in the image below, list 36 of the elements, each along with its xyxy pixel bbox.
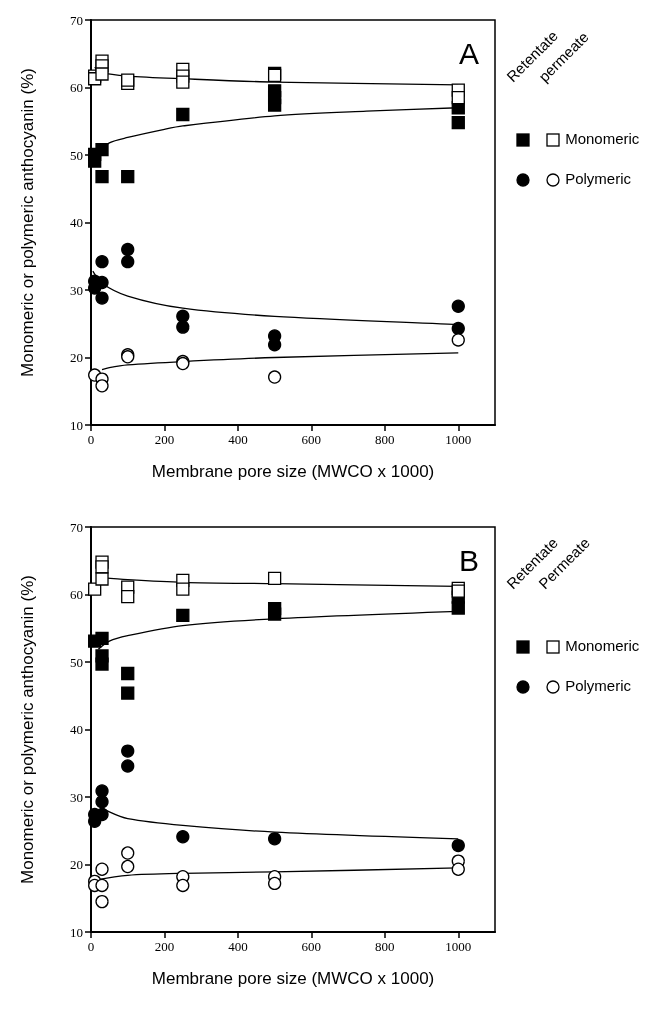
x-tick-label: 600 xyxy=(301,939,322,954)
x-tick-label: 800 xyxy=(375,432,395,447)
y-tick-label: 10 xyxy=(70,924,83,940)
x-tick-label: 200 xyxy=(154,939,175,954)
x-tick-label: 0 xyxy=(87,432,95,447)
annotation: A xyxy=(458,36,480,70)
x-tick-label: 400 xyxy=(228,432,248,447)
y-tick-label: 20 xyxy=(70,350,83,365)
x-axis-title: Membrane pore size (MWCO x 1000) xyxy=(151,969,435,988)
y-tick-label: 60 xyxy=(70,587,83,602)
y-tick-label: 40 xyxy=(70,722,83,737)
x-tick-label: 1000 xyxy=(445,939,472,954)
y-axis-title: Monomeric or polymeric anthocyanin (%) xyxy=(18,68,37,377)
text: Monomeric xyxy=(565,130,640,147)
x-tick-label: 0 xyxy=(87,939,95,954)
text: Polymeric xyxy=(565,677,632,694)
x-tick-label: 600 xyxy=(301,432,322,447)
y-tick-label: 70 xyxy=(70,12,83,28)
y-tick-label: 60 xyxy=(70,80,83,95)
y-tick-label: 10 xyxy=(70,417,83,433)
y-tick-label: 50 xyxy=(70,147,83,163)
x-axis-title: Membrane pore size (MWCO x 1000) xyxy=(151,462,435,481)
x-tick-label: 200 xyxy=(154,432,175,447)
x-tick-label: 800 xyxy=(375,939,395,954)
y-tick-label: 50 xyxy=(70,654,83,670)
y-tick-label: 30 xyxy=(70,789,83,805)
y-tick-label: 20 xyxy=(70,857,83,872)
text: Monomeric xyxy=(565,637,640,654)
y-tick-label: 30 xyxy=(70,282,83,298)
x-tick-label: 1000 xyxy=(445,432,472,447)
annotation: B xyxy=(458,543,480,577)
y-axis-title: Monomeric or polymeric anthocyanin (%) xyxy=(18,575,37,884)
y-tick-label: 70 xyxy=(70,519,83,535)
text: Polymeric xyxy=(565,170,632,187)
x-tick-label: 400 xyxy=(228,939,248,954)
y-tick-label: 40 xyxy=(70,215,83,230)
